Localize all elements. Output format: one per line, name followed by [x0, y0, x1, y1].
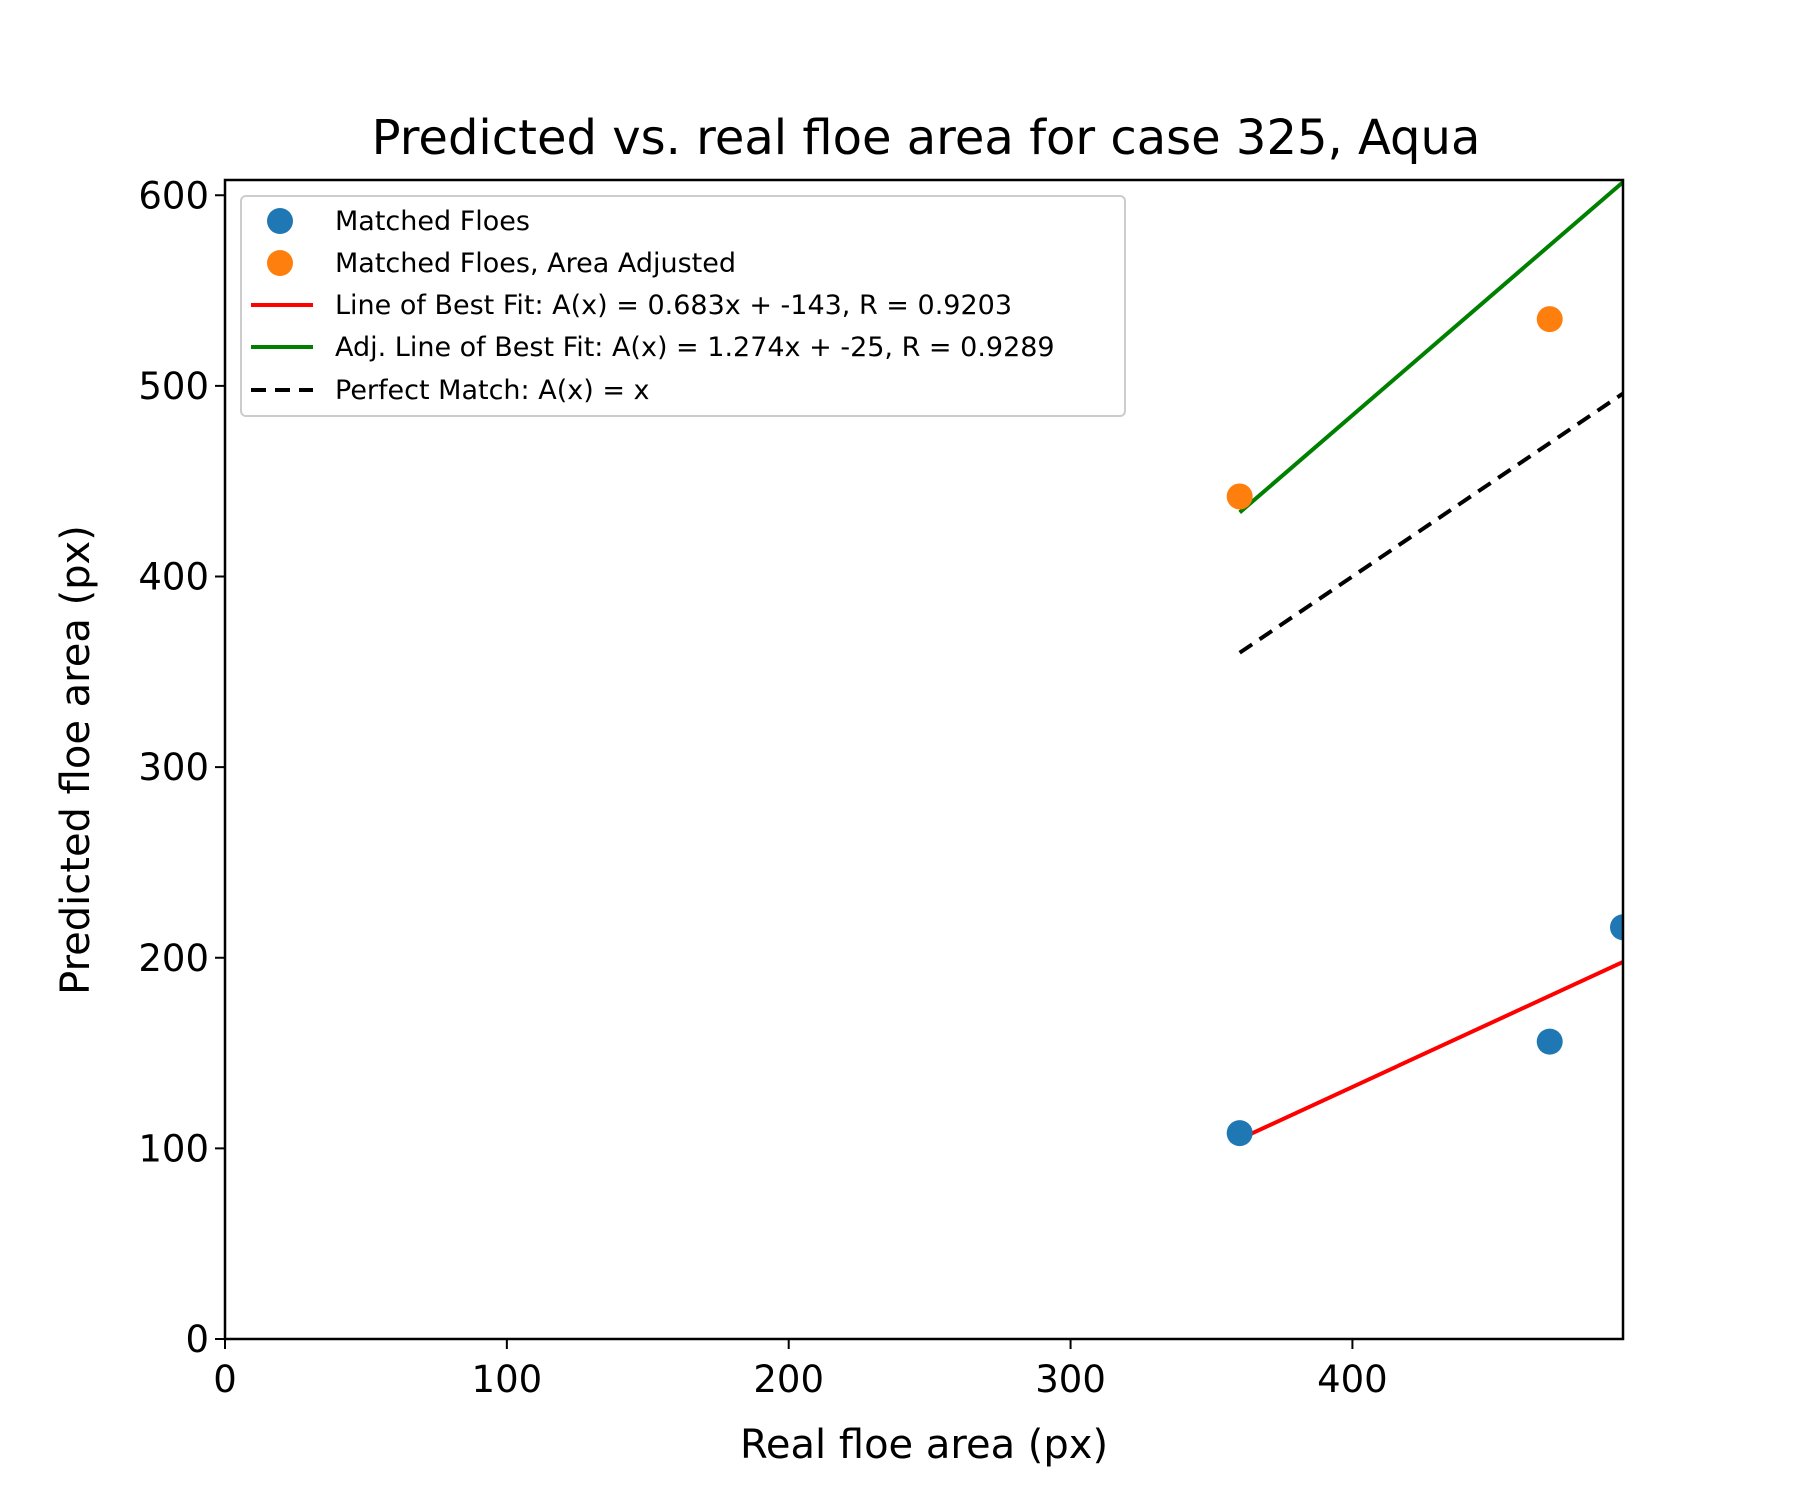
data-point-0-1	[1536, 1028, 1563, 1055]
y-tick-label: 100	[138, 1127, 209, 1170]
x-tick-label: 100	[472, 1358, 543, 1401]
y-tick-label: 500	[138, 365, 209, 408]
legend-marker-1	[267, 250, 293, 276]
y-tick-label: 400	[138, 556, 209, 599]
legend-label-2: Line of Best Fit: A(x) = 0.683x + -143, …	[335, 290, 1012, 321]
x-tick-label: 300	[1035, 1358, 1106, 1401]
x-tick-label: 200	[753, 1358, 824, 1401]
series-line-3	[1238, 180, 1623, 514]
legend-label-1: Matched Floes, Area Adjusted	[335, 248, 736, 279]
x-axis-label: Real floe area (px)	[740, 1422, 1108, 1468]
y-tick-label: 0	[185, 1318, 209, 1361]
x-tick-label: 0	[213, 1358, 237, 1401]
x-tick-label: 400	[1317, 1358, 1388, 1401]
x-axis-ticks: 0 100 200 300 400	[213, 1339, 1388, 1401]
legend-label-0: Matched Floes	[335, 206, 530, 237]
plot-area	[1226, 180, 1623, 1147]
legend-label-3: Adj. Line of Best Fit: A(x) = 1.274x + -…	[335, 332, 1055, 363]
y-axis-ticks: 0 100 200 300 400 500 600	[138, 174, 225, 1361]
legend-marker-0	[267, 208, 293, 234]
legend-label-4: Perfect Match: A(x) = x	[335, 375, 650, 406]
chart-title: Predicted vs. real floe area for case 32…	[372, 110, 1481, 166]
data-point-1-0	[1226, 483, 1253, 510]
data-point-1-1	[1536, 306, 1563, 333]
data-point-0-2	[1610, 914, 1623, 941]
y-tick-label: 600	[138, 174, 209, 217]
y-tick-label: 200	[138, 937, 209, 980]
legend: Matched Floes Matched Floes, Area Adjuste…	[240, 195, 1126, 417]
series-line-2	[1238, 960, 1623, 1141]
data-point-0-0	[1226, 1120, 1253, 1147]
y-axis-label: Predicted floe area (px)	[53, 525, 99, 995]
series-line-4	[1238, 391, 1623, 655]
y-tick-label: 300	[138, 746, 209, 789]
plot-frame	[223, 178, 1625, 1341]
legend-box	[240, 195, 1126, 417]
